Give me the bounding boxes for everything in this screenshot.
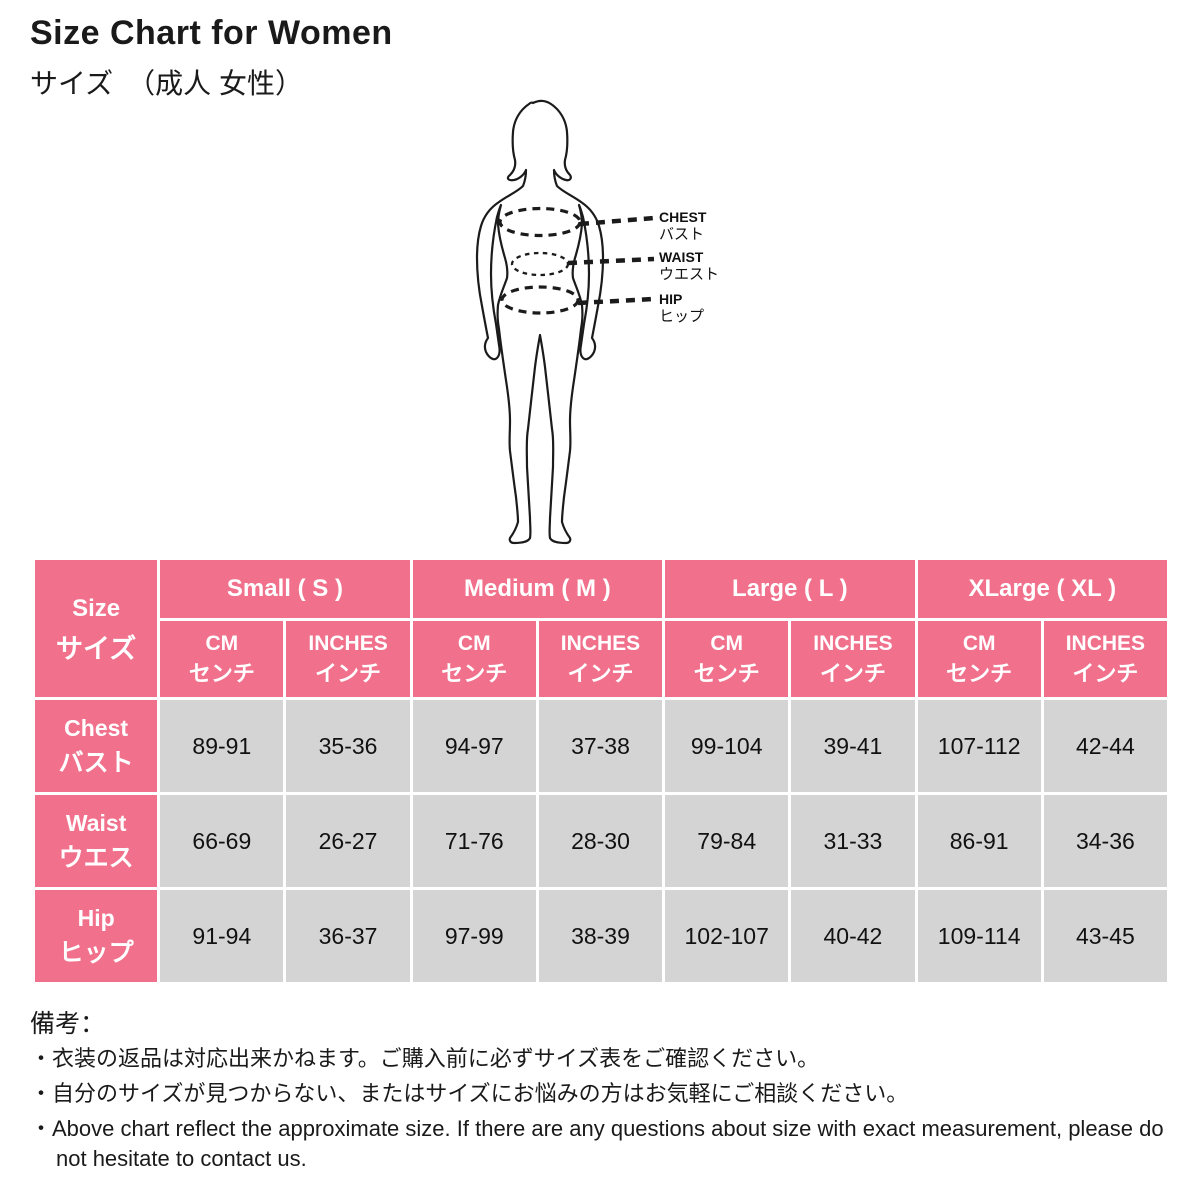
row-header-chest: Chest バスト <box>35 700 158 792</box>
female-body-diagram <box>475 99 655 545</box>
hip-small-cm: 91-94 <box>160 890 284 982</box>
table-row-hip: Hip ヒップ 91-94 36-37 97-99 38-39 102-107 … <box>35 890 1167 982</box>
column-group-large: Large ( L ) <box>665 560 915 618</box>
unit-header-inches-xlarge: INCHES インチ <box>1043 621 1167 697</box>
hip-medium-cm: 97-99 <box>412 890 536 982</box>
hip-medium-in: 38-39 <box>538 890 663 982</box>
waist-label-en: WAIST <box>659 249 704 265</box>
hip-small-in: 36-37 <box>286 890 410 982</box>
chest-xlarge-cm: 107-112 <box>917 700 1041 792</box>
chest-medium-cm: 94-97 <box>412 700 536 792</box>
chest-measure-ellipse <box>498 206 582 238</box>
row-header-waist: Waist ウエス <box>35 795 158 887</box>
size-corner-en: Size <box>72 594 121 622</box>
size-corner-header: Size サイズ <box>35 560 158 697</box>
notes-heading: 備考： <box>30 1010 106 1038</box>
chest-large-in: 39-41 <box>791 700 915 792</box>
waist-label-jp: ウエスト <box>659 266 720 283</box>
notes-list: ・衣装の返品は対応出来かねます。ご購入前に必ずサイズ表をご確認ください。 ・自分… <box>30 1044 1188 1179</box>
unit-header-cm-large: CM センチ <box>665 621 789 697</box>
unit-header-cm-small: CM センチ <box>160 621 284 697</box>
hip-label: HIP ヒップ <box>659 291 789 326</box>
column-group-medium: Medium ( M ) <box>412 560 663 618</box>
waist-label: WAIST ウエスト <box>659 249 789 284</box>
chest-pointer-line <box>579 215 655 227</box>
table-row-chest: Chest バスト 89-91 35-36 94-97 37-38 99-104… <box>35 700 1167 792</box>
unit-header-cm-xlarge: CM センチ <box>917 621 1041 697</box>
waist-xlarge-in: 34-36 <box>1043 795 1167 887</box>
note-item-consult: ・自分のサイズが見つからない、またはサイズにお悩みの方はお気軽にご相談ください。 <box>30 1081 909 1106</box>
unit-header-inches-large: INCHES インチ <box>791 621 915 697</box>
chest-small-in: 35-36 <box>286 700 410 792</box>
table-row-waist: Waist ウエス 66-69 26-27 71-76 28-30 79-84 … <box>35 795 1167 887</box>
row-header-hip: Hip ヒップ <box>35 890 158 982</box>
hip-pointer-line <box>577 296 655 306</box>
waist-medium-in: 28-30 <box>538 795 663 887</box>
size-corner-jp: サイズ <box>56 633 137 664</box>
chest-small-cm: 89-91 <box>160 700 284 792</box>
waist-pointer-line <box>567 256 655 266</box>
hip-xlarge-cm: 109-114 <box>917 890 1041 982</box>
chest-label: CHEST バスト <box>659 209 789 244</box>
hip-measure-ellipse <box>500 285 580 315</box>
page-subtitle: サイズ （成人 女性） <box>30 68 303 99</box>
chest-medium-in: 37-38 <box>538 700 663 792</box>
waist-large-cm: 79-84 <box>665 795 789 887</box>
note-item-approx: ・Above chart reflect the approximate siz… <box>30 1116 1164 1171</box>
chest-xlarge-in: 42-44 <box>1043 700 1167 792</box>
column-group-xlarge: XLarge ( XL ) <box>917 560 1167 618</box>
waist-small-cm: 66-69 <box>160 795 284 887</box>
column-group-small: Small ( S ) <box>160 560 410 618</box>
note-item-returns: ・衣装の返品は対応出来かねます。ご購入前に必ずサイズ表をご確認ください。 <box>30 1046 820 1071</box>
hip-large-cm: 102-107 <box>665 890 789 982</box>
waist-small-in: 26-27 <box>286 795 410 887</box>
hip-label-jp: ヒップ <box>659 308 705 325</box>
unit-header-inches-small: INCHES インチ <box>286 621 410 697</box>
waist-medium-cm: 71-76 <box>412 795 536 887</box>
chest-label-jp: バスト <box>659 226 705 243</box>
hip-label-en: HIP <box>659 291 683 307</box>
hip-xlarge-in: 43-45 <box>1043 890 1167 982</box>
hip-large-in: 40-42 <box>791 890 915 982</box>
waist-xlarge-cm: 86-91 <box>917 795 1041 887</box>
female-silhouette <box>475 99 605 545</box>
waist-large-in: 31-33 <box>791 795 915 887</box>
chest-label-en: CHEST <box>659 209 707 225</box>
unit-header-cm-medium: CM センチ <box>412 621 536 697</box>
page-title: Size Chart for Women <box>30 14 393 52</box>
size-table: Size サイズ Small ( S ) Medium ( M ) Large … <box>32 557 1170 985</box>
chest-large-cm: 99-104 <box>665 700 789 792</box>
unit-header-inches-medium: INCHES インチ <box>538 621 663 697</box>
waist-measure-ellipse <box>510 251 570 277</box>
